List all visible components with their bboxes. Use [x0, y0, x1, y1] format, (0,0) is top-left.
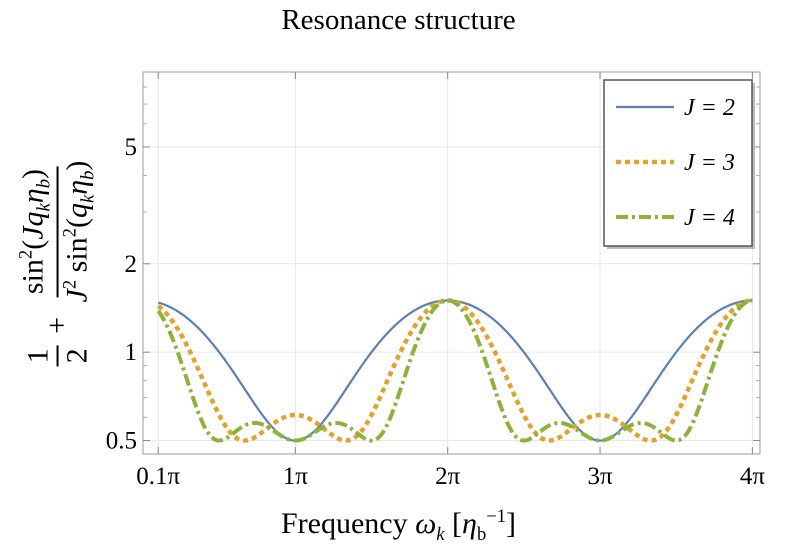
legend-label-J3: J = 3 [684, 150, 735, 176]
legend-label-J2: J = 2 [684, 95, 735, 121]
series-line-J3 [156, 298, 755, 443]
chart-title: Resonance structure [281, 4, 516, 36]
series-line-J4 [156, 298, 755, 443]
y-tick-label: 1 [125, 339, 138, 366]
y-label-fraction: sin2(Jqkηb) J2 sin2(qkηb) [15, 160, 99, 303]
x-tick-label: 2π [435, 463, 461, 490]
legend-label-J4: J = 4 [684, 205, 735, 231]
series-lines [156, 298, 755, 443]
axis-ticks: 0.1π 1π 2π 3π 4π 0.5 1 2 5 [106, 72, 766, 490]
x-tick-label: 0.1π [136, 463, 180, 490]
plot-frame [142, 71, 761, 455]
y-tick-label: 2 [125, 251, 138, 278]
x-tick-label: 3π [587, 463, 613, 490]
x-tick-label: 1π [283, 463, 309, 490]
y-tick-label: 0.5 [106, 428, 137, 455]
x-tick-label: 4π [740, 463, 766, 490]
legend: J = 2 J = 3 J = 4 [603, 79, 755, 249]
y-tick-label: 5 [125, 134, 138, 161]
series-line-J2 [157, 299, 754, 442]
x-axis-label: Frequency ωk [ηb−1] [280, 506, 517, 545]
